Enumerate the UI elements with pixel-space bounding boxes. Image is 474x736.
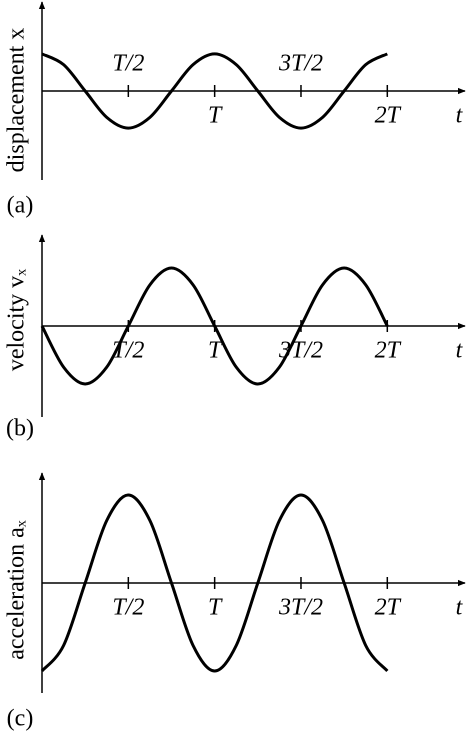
x-tick-label: T: [208, 103, 223, 129]
curve: [41, 52, 388, 130]
x-tick-label: 2T: [375, 103, 402, 129]
curve: [40, 266, 389, 386]
x-axis-label: t: [456, 595, 464, 621]
x-tick-label: 3T/2: [278, 595, 323, 621]
x-tick-label: 2T: [375, 338, 402, 364]
panel-label: (a): [7, 193, 34, 219]
y-axis-label: displacement x: [4, 28, 30, 173]
x-axis-label: t: [456, 103, 464, 129]
x-tick-label: T/2: [112, 595, 144, 621]
x-axis-label: t: [456, 338, 464, 364]
curve: [40, 493, 389, 673]
x-tick-label: T: [208, 338, 223, 364]
panel-label: (c): [7, 706, 34, 732]
x-tick-label: 2T: [375, 595, 402, 621]
x-tick-label: 3T/2: [278, 51, 323, 77]
y-axis-label: velocity vₓ: [4, 269, 30, 371]
x-tick-label: T: [208, 595, 223, 621]
x-tick-label: T/2: [112, 51, 144, 77]
panel-label: (b): [6, 416, 34, 442]
y-axis-label: acceleration aₓ: [4, 520, 30, 660]
